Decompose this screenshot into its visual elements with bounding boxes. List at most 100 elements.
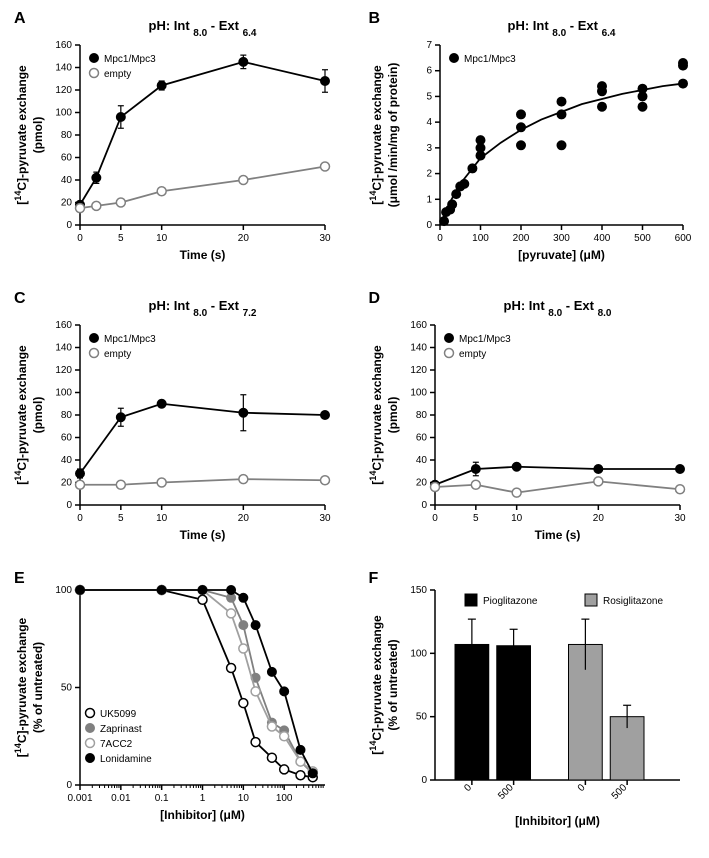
chart-a: pH: Int 8.0 - Ext 6.40204060801001201401… bbox=[10, 10, 340, 280]
svg-text:60: 60 bbox=[61, 433, 73, 444]
svg-text:3: 3 bbox=[426, 143, 432, 154]
panel-b: B pH: Int 8.0 - Ext 6.401234567010020030… bbox=[365, 10, 700, 280]
chart-e: 0501000.0010.010.1110100[Inhibitor] (μM)… bbox=[10, 570, 340, 840]
svg-text:0.1: 0.1 bbox=[155, 793, 169, 804]
svg-text:500: 500 bbox=[634, 233, 651, 244]
svg-text:60: 60 bbox=[61, 153, 73, 164]
svg-text:400: 400 bbox=[593, 233, 610, 244]
svg-text:empty: empty bbox=[104, 69, 131, 80]
svg-text:4: 4 bbox=[426, 117, 432, 128]
svg-text:(% of untreated): (% of untreated) bbox=[386, 639, 400, 730]
svg-text:300: 300 bbox=[553, 233, 570, 244]
svg-text:120: 120 bbox=[55, 85, 72, 96]
svg-text:1: 1 bbox=[200, 793, 206, 804]
svg-text:10: 10 bbox=[156, 513, 168, 524]
svg-text:[pyruvate] (μM): [pyruvate] (μM) bbox=[518, 248, 605, 262]
panel-f: F 050100150[14C]-pyruvate exchange(% of … bbox=[365, 570, 700, 840]
svg-text:20: 20 bbox=[238, 513, 250, 524]
svg-text:100: 100 bbox=[472, 233, 489, 244]
svg-text:Time (s): Time (s) bbox=[180, 248, 226, 262]
svg-text:Rosiglitazone: Rosiglitazone bbox=[603, 596, 663, 607]
svg-text:(pmol): (pmol) bbox=[386, 397, 400, 434]
svg-text:0: 0 bbox=[421, 775, 427, 786]
svg-text:0.001: 0.001 bbox=[67, 793, 92, 804]
panel-a: A pH: Int 8.0 - Ext 6.402040608010012014… bbox=[10, 10, 345, 280]
svg-text:0: 0 bbox=[66, 500, 72, 511]
svg-text:Time (s): Time (s) bbox=[534, 528, 580, 542]
svg-text:0: 0 bbox=[426, 220, 432, 231]
svg-text:0.01: 0.01 bbox=[111, 793, 131, 804]
svg-text:0: 0 bbox=[77, 513, 83, 524]
svg-text:50: 50 bbox=[61, 683, 73, 694]
svg-text:0: 0 bbox=[432, 513, 438, 524]
panel-letter-f: F bbox=[369, 570, 379, 588]
svg-text:160: 160 bbox=[55, 40, 72, 51]
chart-b: pH: Int 8.0 - Ext 6.40123456701002003004… bbox=[365, 10, 695, 280]
figure-grid: A pH: Int 8.0 - Ext 6.402040608010012014… bbox=[10, 10, 699, 840]
svg-text:10: 10 bbox=[238, 793, 250, 804]
svg-text:20: 20 bbox=[61, 198, 73, 209]
svg-text:[14C]-pyruvate exchange: [14C]-pyruvate exchange bbox=[368, 345, 384, 485]
svg-text:[14C]-pyruvate exchange: [14C]-pyruvate exchange bbox=[13, 345, 29, 485]
chart-c: pH: Int 8.0 - Ext 7.20204060801001201401… bbox=[10, 290, 340, 560]
svg-text:140: 140 bbox=[410, 343, 427, 354]
svg-text:[14C]-pyruvate exchange: [14C]-pyruvate exchange bbox=[13, 617, 29, 757]
svg-text:100: 100 bbox=[55, 108, 72, 119]
svg-text:2: 2 bbox=[426, 169, 432, 180]
panel-letter-a: A bbox=[14, 10, 26, 28]
panel-letter-c: C bbox=[14, 290, 26, 308]
svg-text:empty: empty bbox=[459, 349, 486, 360]
svg-text:60: 60 bbox=[415, 433, 427, 444]
svg-text:Time (s): Time (s) bbox=[180, 528, 226, 542]
panel-d: D pH: Int 8.0 - Ext 8.002040608010012014… bbox=[365, 290, 700, 560]
svg-text:160: 160 bbox=[55, 320, 72, 331]
svg-text:500: 500 bbox=[496, 782, 516, 802]
svg-text:100: 100 bbox=[55, 388, 72, 399]
svg-text:7: 7 bbox=[426, 40, 432, 51]
svg-text:5: 5 bbox=[118, 513, 124, 524]
svg-text:(pmol): (pmol) bbox=[31, 117, 45, 154]
svg-text:Lonidamine: Lonidamine bbox=[100, 754, 152, 765]
svg-text:40: 40 bbox=[61, 455, 73, 466]
svg-text:160: 160 bbox=[410, 320, 427, 331]
svg-text:0: 0 bbox=[77, 233, 83, 244]
svg-text:[Inhibitor] (μM): [Inhibitor] (μM) bbox=[515, 814, 600, 828]
svg-text:5: 5 bbox=[118, 233, 124, 244]
svg-text:pH: Int 8.0 - Ext 6.4: pH: Int 8.0 - Ext 6.4 bbox=[149, 18, 257, 39]
chart-d: pH: Int 8.0 - Ext 8.00204060801001201401… bbox=[365, 290, 695, 560]
svg-text:pH: Int 8.0 - Ext 6.4: pH: Int 8.0 - Ext 6.4 bbox=[507, 18, 615, 39]
svg-text:80: 80 bbox=[61, 410, 73, 421]
svg-text:40: 40 bbox=[61, 175, 73, 186]
svg-text:0: 0 bbox=[437, 233, 443, 244]
svg-text:150: 150 bbox=[410, 585, 427, 596]
svg-text:50: 50 bbox=[415, 712, 427, 723]
panel-letter-e: E bbox=[14, 570, 25, 588]
svg-text:[14C]-pyruvate exchange: [14C]-pyruvate exchange bbox=[13, 65, 29, 205]
svg-text:0: 0 bbox=[421, 500, 427, 511]
chart-f: 050100150[14C]-pyruvate exchange(% of un… bbox=[365, 570, 695, 840]
svg-text:Mpc1/Mpc3: Mpc1/Mpc3 bbox=[104, 54, 156, 65]
svg-text:100: 100 bbox=[276, 793, 293, 804]
svg-text:80: 80 bbox=[61, 130, 73, 141]
svg-text:500: 500 bbox=[609, 782, 629, 802]
svg-text:[14C]-pyruvate exchange: [14C]-pyruvate exchange bbox=[368, 65, 384, 205]
svg-text:5: 5 bbox=[473, 513, 479, 524]
svg-text:0: 0 bbox=[66, 780, 72, 791]
svg-text:140: 140 bbox=[55, 343, 72, 354]
panel-letter-b: B bbox=[369, 10, 381, 28]
svg-text:Mpc1/Mpc3: Mpc1/Mpc3 bbox=[104, 334, 156, 345]
svg-text:(pmol): (pmol) bbox=[31, 397, 45, 434]
svg-text:1: 1 bbox=[426, 194, 432, 205]
svg-text:100: 100 bbox=[55, 585, 72, 596]
svg-text:UK5099: UK5099 bbox=[100, 709, 137, 720]
svg-text:600: 600 bbox=[674, 233, 691, 244]
svg-text:200: 200 bbox=[512, 233, 529, 244]
svg-text:7ACC2: 7ACC2 bbox=[100, 739, 133, 750]
panel-c: C pH: Int 8.0 - Ext 7.202040608010012014… bbox=[10, 290, 345, 560]
svg-text:20: 20 bbox=[415, 478, 427, 489]
svg-text:(μmol /min/mg of protein): (μmol /min/mg of protein) bbox=[386, 63, 400, 208]
svg-text:empty: empty bbox=[104, 349, 131, 360]
svg-text:Mpc1/Mpc3: Mpc1/Mpc3 bbox=[459, 334, 511, 345]
svg-text:20: 20 bbox=[592, 513, 604, 524]
svg-text:pH: Int 8.0 - Ext 7.2: pH: Int 8.0 - Ext 7.2 bbox=[149, 298, 257, 319]
